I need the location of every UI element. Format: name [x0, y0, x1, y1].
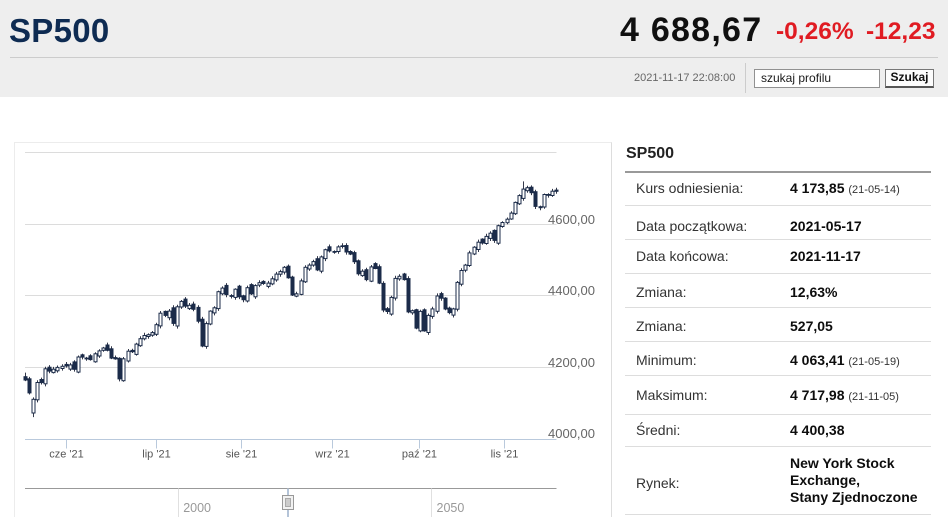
svg-text:lip '21: lip '21 [142, 449, 170, 461]
svg-text:lis '21: lis '21 [491, 449, 519, 461]
svg-text:paź '21: paź '21 [402, 449, 437, 461]
svg-text:4200,00: 4200,00 [548, 355, 595, 370]
svg-text:sie '21: sie '21 [226, 449, 257, 461]
svg-text:2050: 2050 [437, 501, 465, 515]
svg-text:2000: 2000 [183, 501, 211, 515]
svg-text:4600,00: 4600,00 [548, 212, 595, 227]
svg-text:4000,00: 4000,00 [548, 426, 595, 441]
svg-text:wrz '21: wrz '21 [314, 449, 350, 461]
svg-text:cze '21: cze '21 [49, 449, 84, 461]
svg-text:4400,00: 4400,00 [548, 283, 595, 298]
